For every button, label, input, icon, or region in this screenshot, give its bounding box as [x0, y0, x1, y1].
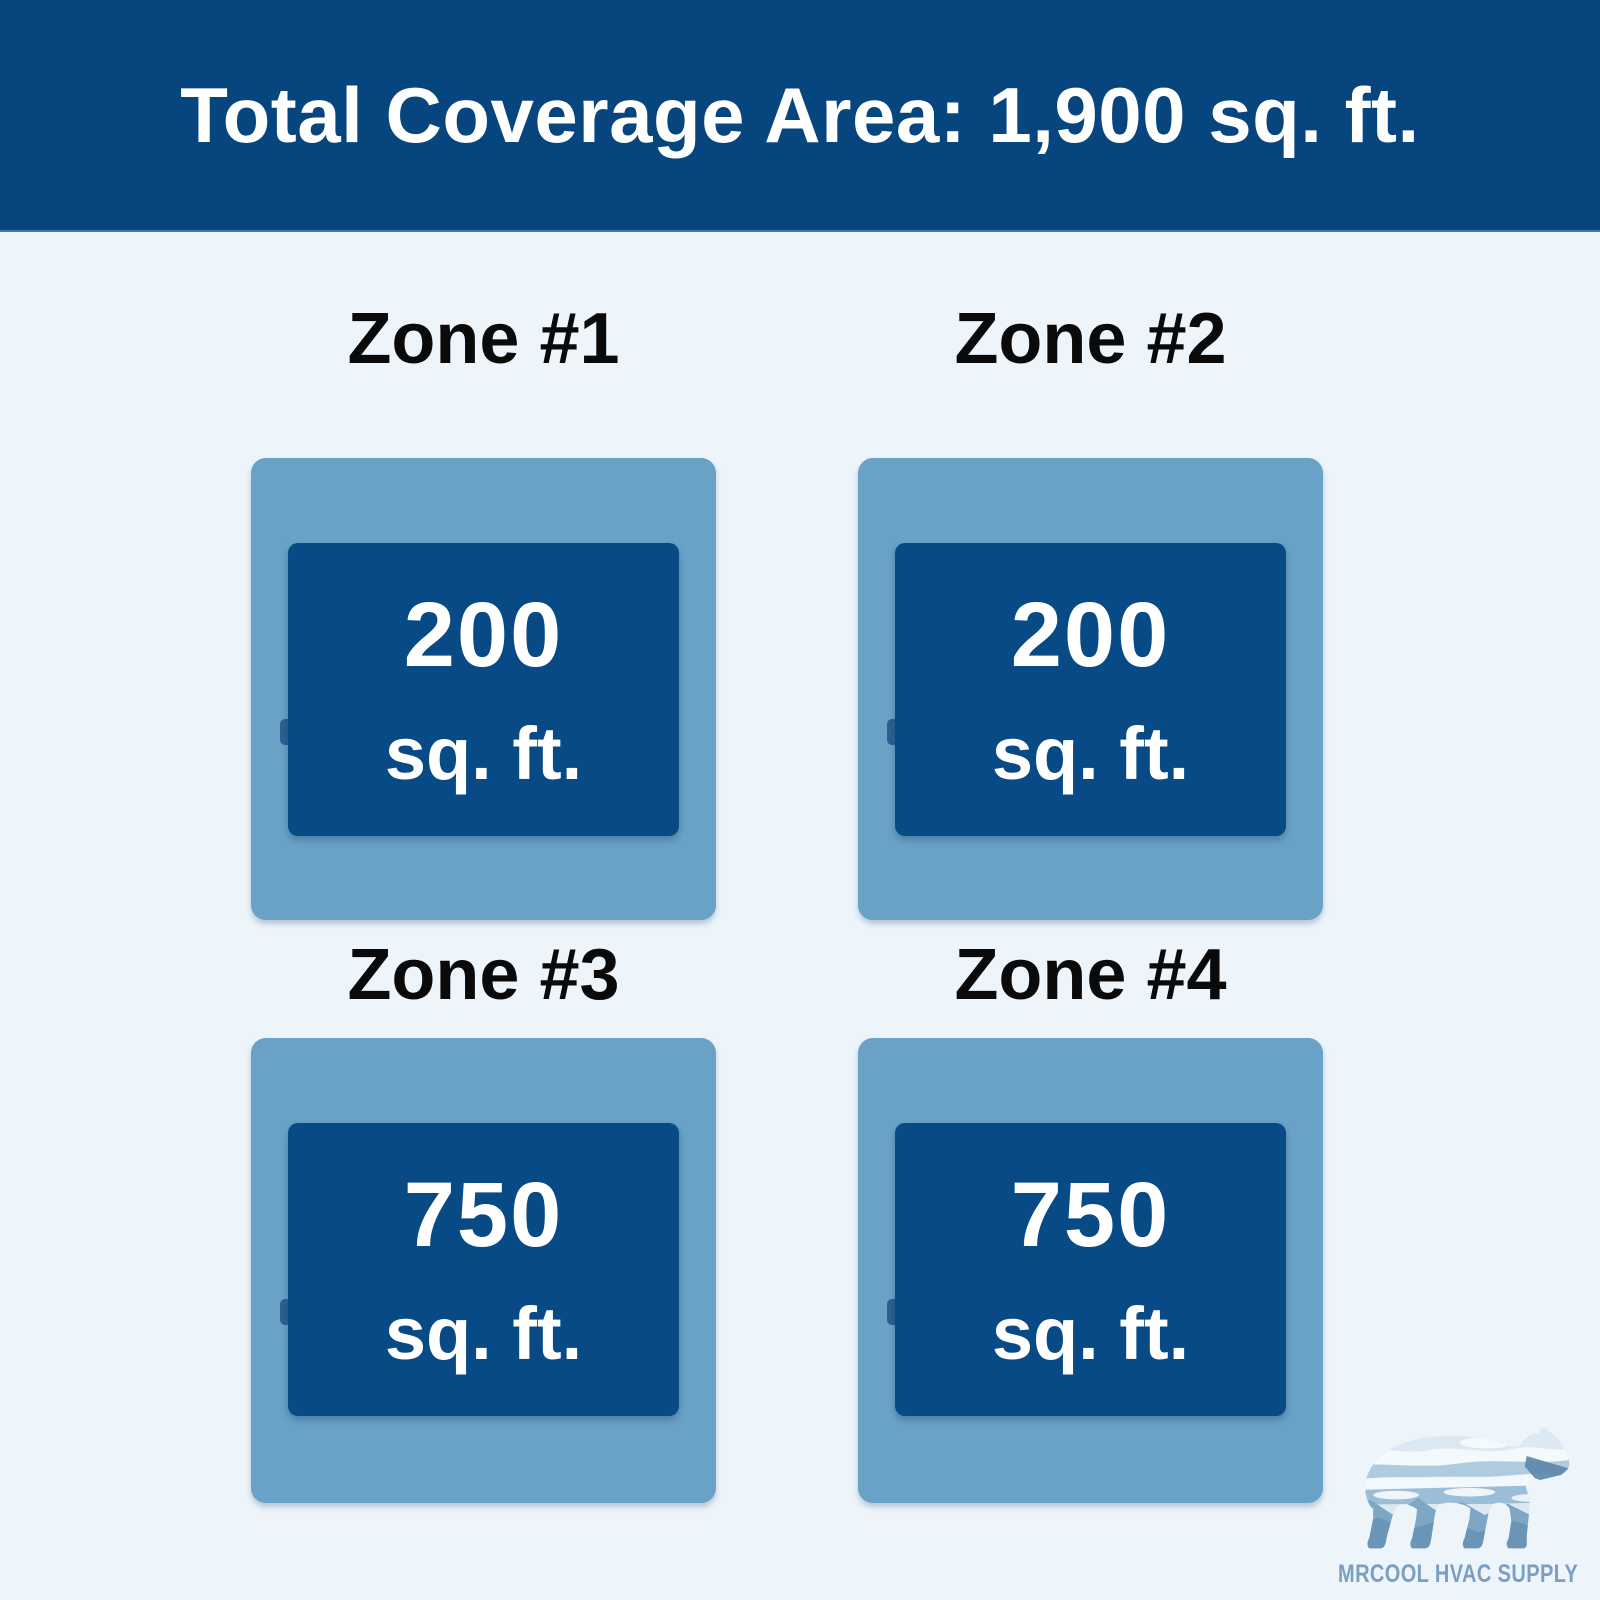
- zone-1-label: Zone #1: [347, 299, 620, 379]
- polar-bear-icon: [1365, 1427, 1570, 1549]
- zone-1-unit: sq. ft.: [384, 711, 583, 795]
- zone-4-label: Zone #4: [954, 935, 1227, 1015]
- zone-1-outer-box: 200 sq. ft.: [251, 458, 716, 920]
- zone-1-inner-box: 200 sq. ft.: [288, 543, 679, 836]
- zone-2-outer-box: 200 sq. ft.: [858, 458, 1323, 920]
- zone-3-outer-box: 750 sq. ft.: [251, 1038, 716, 1503]
- zone-2-unit: sq. ft.: [991, 711, 1190, 795]
- zone-2-value: 200: [1010, 583, 1171, 686]
- zone-4-unit: sq. ft.: [991, 1291, 1190, 1375]
- zone-3-unit: sq. ft.: [384, 1291, 583, 1375]
- mrcool-logo: MRCOOL HVAC SUPPLY: [1338, 1414, 1578, 1589]
- logo-wordmark: MRCOOL HVAC SUPPLY: [1337, 1560, 1579, 1588]
- zone-1-value: 200: [403, 583, 564, 686]
- zone-3-value: 750: [403, 1163, 564, 1266]
- zone-4-inner-box: 750 sq. ft.: [895, 1123, 1286, 1416]
- page-title: Total Coverage Area: 1,900 sq. ft.: [180, 70, 1420, 159]
- zone-2-label: Zone #2: [954, 299, 1227, 379]
- header-bar: Total Coverage Area: 1,900 sq. ft.: [0, 0, 1600, 232]
- zone-4-value: 750: [1010, 1163, 1171, 1266]
- zone-2-inner-box: 200 sq. ft.: [895, 543, 1286, 836]
- zone-3-label: Zone #3: [347, 935, 620, 1015]
- zone-3-inner-box: 750 sq. ft.: [288, 1123, 679, 1416]
- zone-4-outer-box: 750 sq. ft.: [858, 1038, 1323, 1503]
